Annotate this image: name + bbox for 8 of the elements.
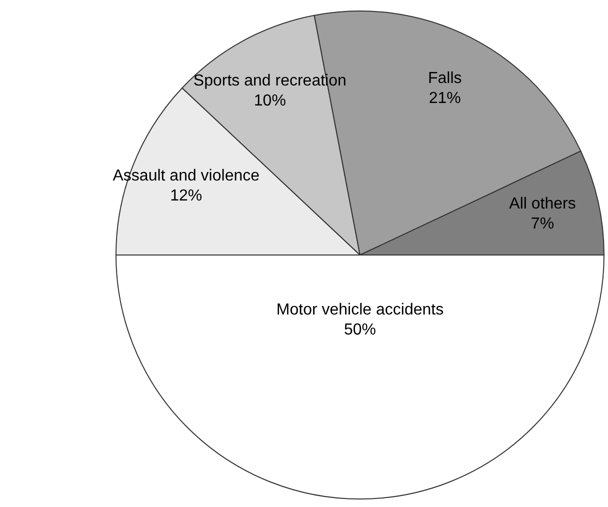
data-label: 21%: [428, 90, 461, 107]
slice-label: Falls: [428, 70, 462, 87]
data-label: 10%: [254, 92, 286, 110]
data-label: 7%: [530, 216, 554, 233]
data-label: 12%: [170, 188, 202, 205]
data-label: 50%: [344, 322, 376, 338]
slice-label: All others: [509, 196, 576, 213]
slice-label: Motor vehicle accidents: [276, 302, 444, 318]
